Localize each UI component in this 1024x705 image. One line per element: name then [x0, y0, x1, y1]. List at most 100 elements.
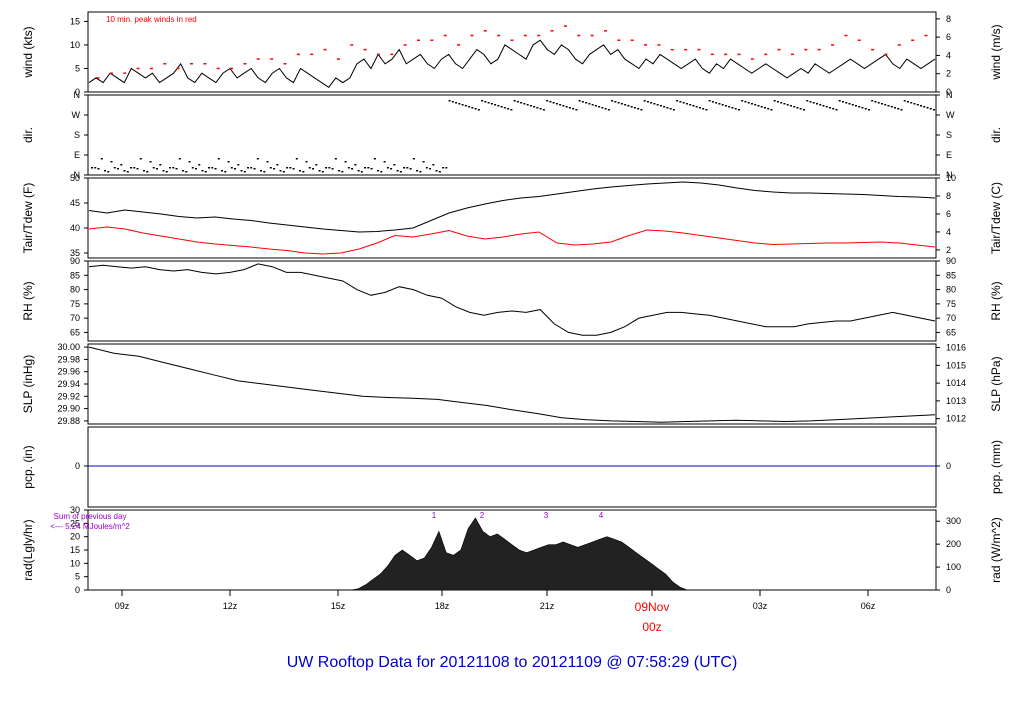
wind-speed-line [88, 39, 936, 88]
wind-direction-point [403, 167, 406, 169]
solar-radiation-area [88, 517, 936, 591]
wind-direction-point [523, 103, 526, 105]
wind-direction-point [721, 104, 724, 106]
wind-direction-point [526, 104, 529, 106]
wind-direction-point [481, 100, 484, 102]
wind-direction-point [91, 167, 93, 169]
wind-direction-point [591, 104, 594, 106]
wind-direction-point [783, 103, 786, 105]
hour-mark: 2 [480, 511, 485, 520]
wind-direction-point [279, 170, 282, 172]
wind-direction-point [568, 107, 571, 109]
wind-direction-point [767, 108, 770, 110]
rad-right-axis-label: rad (W/m^2) [989, 517, 1003, 583]
wind-direction-point [143, 170, 146, 172]
wind-direction-point [650, 102, 653, 104]
rh-left-axis-label: RH (%) [21, 281, 35, 320]
wind-direction-point [159, 164, 162, 166]
slp-right-tick-label: 1016 [946, 343, 966, 353]
wind-direction-point [542, 109, 545, 111]
wind-direction-point [484, 101, 487, 103]
wind-direction-point [253, 168, 256, 170]
wind-direction-point [867, 109, 870, 111]
wind-direction-point [299, 170, 302, 172]
wind-right-tick-label: 0 [946, 87, 951, 97]
wind-direction-point [822, 105, 825, 107]
wind-direction-point [448, 100, 451, 102]
wind-direction-point [237, 164, 240, 166]
wind-direction-point [780, 102, 783, 104]
wind-direction-point [201, 170, 204, 172]
wind-direction-point [295, 158, 298, 160]
wind-direction-point [933, 109, 935, 111]
wind-direction-point [809, 101, 812, 103]
rh-right-tick-label: 65 [946, 327, 956, 337]
relative-humidity-line [88, 263, 936, 336]
wind-direction-point [900, 109, 903, 111]
wind-direction-point [754, 104, 757, 106]
wind-direction-point [416, 170, 419, 172]
wind-direction-point [507, 108, 510, 110]
wind-direction-point [230, 167, 233, 169]
wind-direction-point [906, 101, 909, 103]
wind-direction-point [718, 103, 721, 105]
rh-right-tick-label: 80 [946, 285, 956, 295]
wind-direction-point [578, 100, 581, 102]
dir-right-tick-label: N [946, 170, 953, 180]
dir-left-tick-label: N [74, 90, 81, 100]
wind-direction-point [910, 102, 913, 104]
wind-direction-point [890, 106, 893, 108]
wind-direction-point [367, 167, 370, 169]
wind-direction-point [211, 167, 214, 169]
rh-right-tick-label: 90 [946, 256, 956, 266]
wind-direction-point [104, 170, 107, 172]
wind-direction-point [552, 102, 555, 104]
wind-direction-point [572, 108, 575, 110]
wind-direction-point [819, 104, 822, 106]
wind-direction-point [347, 167, 350, 169]
wind-direction-point [97, 168, 100, 170]
wind-direction-point [747, 102, 750, 104]
rh-left-tick-label: 90 [70, 256, 80, 266]
slp-left-tick-label: 29.96 [57, 367, 80, 377]
wind-direction-point [438, 171, 441, 173]
wind-direction-point [136, 168, 139, 170]
wind-direction-point [893, 107, 896, 109]
wind-direction-point [585, 102, 588, 104]
wind-direction-point [386, 167, 389, 169]
slp-frame [87, 343, 937, 425]
wind-direction-point [490, 103, 493, 105]
wind-direction-point [663, 106, 666, 108]
wind-direction-point [708, 100, 711, 102]
wind-direction-point [711, 101, 714, 103]
wind-direction-point [107, 171, 110, 173]
air-temperature-line [88, 181, 936, 233]
wind-direction-point [377, 170, 380, 172]
wind-direction-point [256, 158, 259, 160]
rad-right-tick-label: 200 [946, 539, 961, 549]
dir-left-tick-label: N [74, 170, 81, 180]
wind-direction-point [555, 103, 558, 105]
wind-direction-point [666, 107, 669, 109]
rad-left-tick-label: 25 [70, 518, 80, 528]
wind-direction-point [832, 108, 835, 110]
wind-direction-point [250, 167, 253, 169]
wind-direction-point [916, 104, 919, 106]
wind-direction-point [338, 170, 341, 172]
radiation-sum-value: <--- 5.24 MJoules/m^2 [50, 522, 130, 531]
dir-frame [87, 94, 937, 176]
wind-direction-point [903, 100, 906, 102]
temp-frame [87, 177, 937, 259]
wind-direction-point [757, 105, 760, 107]
wind-direction-point [305, 161, 308, 163]
wind-direction-point [409, 168, 412, 170]
wind-direction-point [100, 158, 103, 160]
wind-direction-point [487, 102, 490, 104]
pcp-frame [87, 426, 937, 508]
wind-direction-point [841, 101, 844, 103]
wind-direction-point [321, 171, 324, 173]
dir-left-tick-label: S [74, 130, 80, 140]
dir-right-tick-label: W [946, 110, 955, 120]
wind-direction-point [594, 105, 597, 107]
